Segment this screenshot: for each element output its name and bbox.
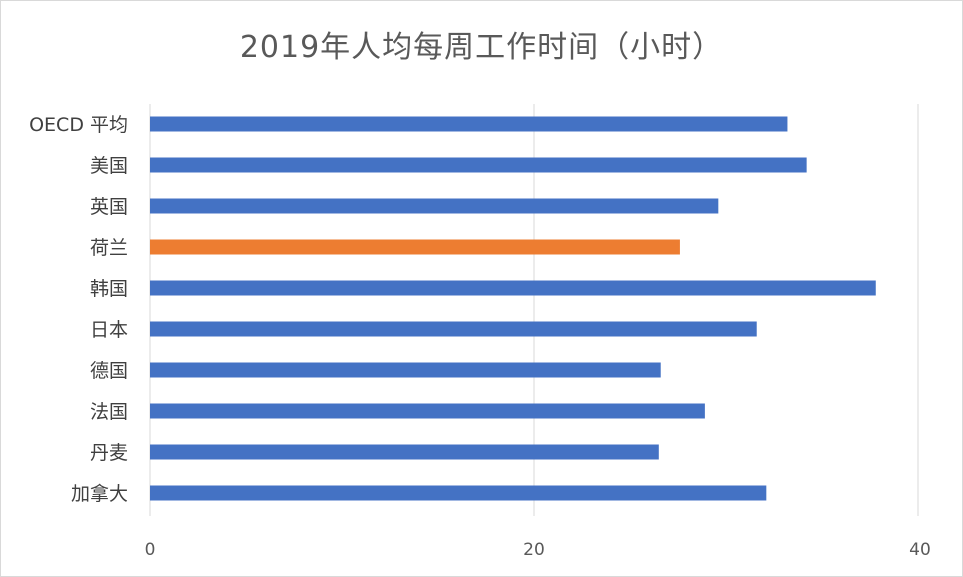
category-label-9: 加拿大	[71, 482, 128, 505]
bar-3	[150, 239, 680, 255]
bar-2	[150, 198, 719, 214]
x-tick-label-0: 0	[145, 540, 156, 560]
bar-0	[150, 116, 788, 132]
chart-title: 2019年人均每周工作时间（小时）	[239, 30, 724, 65]
category-label-3: 荷兰	[90, 237, 128, 259]
category-label-8: 丹麦	[90, 442, 128, 464]
x-tick-label-40: 40	[909, 540, 931, 560]
bar-8	[150, 444, 659, 460]
category-label-4: 韩国	[90, 278, 128, 300]
category-label-6: 德国	[90, 360, 128, 382]
bar-4	[150, 280, 876, 296]
x-tick-label-20: 20	[523, 540, 545, 560]
category-label-7: 法国	[90, 401, 128, 423]
category-label-1: 美国	[90, 155, 128, 177]
bar-9	[150, 485, 767, 501]
bar-5	[150, 321, 757, 337]
bar-6	[150, 362, 661, 378]
category-label-5: 日本	[90, 319, 128, 341]
category-label-2: 英国	[90, 196, 128, 218]
bar-7	[150, 403, 705, 419]
bar-1	[150, 157, 807, 173]
category-label-0: OECD 平均	[29, 114, 128, 136]
